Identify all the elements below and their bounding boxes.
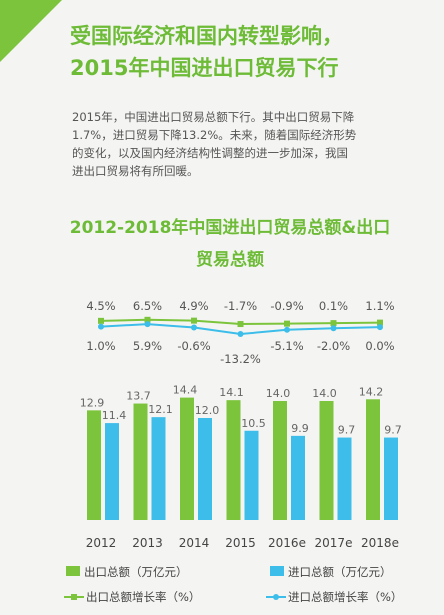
import-growth-label: 1.0% (86, 339, 115, 353)
paragraph-line-3: 的变化，以及国内经济结构性调整的进一步加深，我国 (72, 146, 348, 160)
legend-export-growth-marker (71, 594, 77, 600)
export-growth-label: 1.1% (365, 299, 394, 313)
legend-import-swatch (270, 566, 284, 576)
export-value-label: 14.0 (266, 387, 291, 400)
import-value-label: 11.4 (102, 409, 127, 422)
import-bar (291, 435, 305, 520)
import-value-label: 9.9 (291, 422, 309, 435)
headline-line-1: 受国际经济和国内转型影响， (70, 24, 343, 48)
paragraph-line-2: 1.7%，进口贸易下降13.2%。未来，随着国际经济形势 (72, 128, 357, 142)
import-value-label: 10.5 (241, 417, 266, 430)
legend-export-growth-label: 出口总额增长率（%） (86, 590, 200, 604)
x-tick-label: 2013 (132, 536, 163, 550)
export-bar (87, 410, 101, 520)
export-growth-label: 4.9% (179, 299, 208, 313)
export-growth-point (284, 320, 290, 327)
paragraph-line-1: 2015年，中国进出口贸易总额下行。其中出口贸易下降 (72, 110, 355, 124)
legend-export-swatch (66, 566, 80, 576)
corner-decoration (0, 0, 62, 62)
import-bar (198, 418, 212, 520)
export-growth-point (377, 319, 383, 326)
export-growth-label: 6.5% (133, 299, 162, 313)
legend-import-growth-marker (273, 594, 279, 600)
export-value-label: 14.4 (173, 384, 198, 397)
x-tick-label: 2015 (225, 536, 256, 550)
export-bar (319, 401, 334, 520)
import-bar (244, 430, 259, 520)
import-growth-label: 0.0% (365, 339, 394, 353)
paragraph-line-4: 进出口贸易将有所回暖。 (72, 164, 199, 178)
export-bar (180, 397, 194, 520)
import-growth-label: -2.0% (317, 339, 350, 353)
import-growth-point (144, 321, 151, 328)
import-bar (151, 417, 166, 520)
export-bar (133, 403, 148, 520)
export-growth-label: -1.7% (224, 299, 257, 313)
import-growth-label: 5.9% (133, 339, 162, 353)
export-value-label: 14.1 (219, 386, 244, 399)
export-bar (273, 401, 287, 520)
export-growth-label: 4.5% (86, 299, 115, 313)
export-growth-point (330, 320, 337, 327)
x-tick-label: 2017e (315, 536, 353, 550)
import-growth-point (377, 324, 383, 331)
import-growth-label: -13.2% (220, 352, 261, 366)
import-growth-point (191, 324, 197, 331)
import-growth-label: -5.1% (270, 339, 303, 353)
import-growth-label: -0.6% (177, 339, 210, 353)
import-growth-point (98, 323, 104, 330)
export-value-label: 14.0 (312, 387, 337, 400)
export-value-label: 14.2 (359, 385, 384, 398)
import-value-label: 12.1 (148, 403, 173, 416)
x-tick-label: 2014 (179, 536, 210, 550)
import-growth-point (284, 326, 290, 333)
headline: 受国际经济和国内转型影响， 2015年中国进出口贸易下行 (70, 20, 430, 84)
import-growth-point (237, 331, 244, 337)
chart-title: 2012-2018年中国进出口贸易总额&出口 贸易总额 (40, 212, 420, 276)
export-growth-point (237, 321, 244, 328)
x-tick-label: 2016e (268, 536, 306, 550)
export-growth-point (191, 317, 197, 324)
legend-import-label: 进口总额（万亿元） (288, 565, 392, 579)
import-bar (105, 423, 119, 520)
export-growth-label: -0.9% (270, 299, 303, 313)
summary-paragraph: 2015年，中国进出口贸易总额下行。其中出口贸易下降 1.7%，进口贸易下降13… (72, 108, 422, 180)
import-value-label: 9.7 (384, 424, 402, 437)
export-bar (366, 399, 380, 520)
legend-import-growth-label: 进口总额增长率（%） (288, 590, 402, 604)
export-bar (226, 400, 241, 520)
x-tick-label: 2018e (361, 536, 399, 550)
import-value-label: 12.0 (195, 404, 220, 417)
export-growth-label: 0.1% (319, 299, 348, 313)
import-growth-point (330, 325, 337, 332)
import-bar (384, 437, 398, 520)
import-bar (337, 437, 352, 520)
export-value-label: 13.7 (126, 390, 151, 403)
export-value-label: 12.9 (80, 396, 105, 409)
export-growth-point (98, 317, 104, 324)
export-growth-point (144, 316, 151, 323)
headline-line-2: 2015年中国进出口贸易下行 (70, 56, 339, 80)
chart-title-line-1: 2012-2018年中国进出口贸易总额&出口 (69, 218, 391, 238)
import-value-label: 9.7 (338, 424, 356, 437)
chart-title-line-2: 贸易总额 (196, 250, 264, 270)
legend-export-label: 出口总额（万亿元） (84, 565, 188, 579)
x-tick-label: 2012 (86, 536, 117, 550)
